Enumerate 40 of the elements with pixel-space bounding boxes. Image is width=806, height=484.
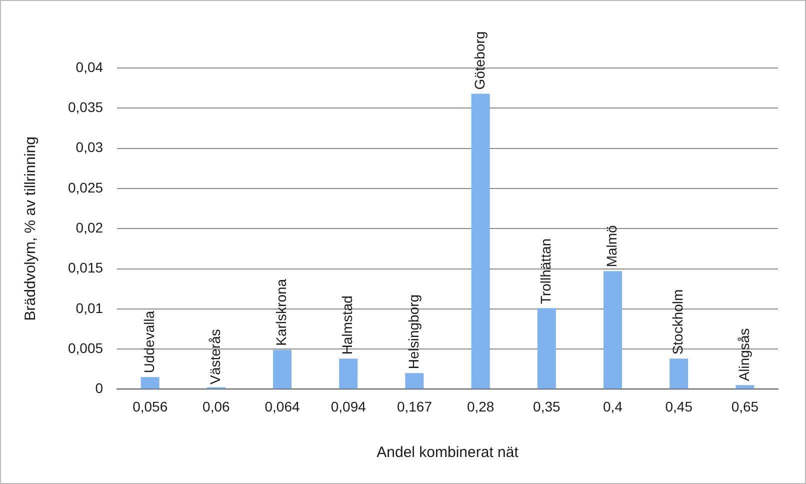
x-tick-label: 0,28 — [466, 398, 494, 414]
y-tick-label: 0,025 — [68, 179, 104, 196]
annotation: Karlskrona — [273, 278, 290, 346]
annotation: Uddevalla — [140, 310, 157, 374]
annotation: Helsingborg — [405, 294, 422, 370]
x-tick-label: 0,06 — [202, 398, 230, 414]
annotation: Malmö — [604, 224, 620, 268]
x-axis-title: Andel kombinerat nät — [376, 444, 520, 462]
y-tick-label: 0 — [95, 380, 104, 396]
annotation: Alingsås — [736, 328, 752, 382]
annotation: Trollhättan — [538, 238, 554, 304]
annotation: Göteborg — [471, 31, 488, 90]
x-tick-label: 0,65 — [731, 398, 759, 414]
bar — [471, 94, 490, 389]
bar — [537, 308, 556, 389]
bar — [736, 385, 754, 389]
bar — [273, 350, 292, 389]
x-tick-label: 0,4 — [603, 398, 623, 414]
x-tick-label: 0,45 — [665, 398, 693, 414]
y-tick-label: 0,005 — [68, 340, 104, 356]
x-tick-label: 0,167 — [396, 398, 432, 414]
bar — [339, 358, 358, 389]
bar — [140, 377, 160, 389]
bar — [670, 358, 688, 389]
y-tick-label: 0,04 — [76, 58, 104, 75]
y-tick-label: 0,01 — [76, 300, 104, 316]
y-axis-title: Bräddvolym, % av tillrinning — [22, 136, 40, 321]
y-tick-label: 0,03 — [76, 139, 104, 156]
bar — [604, 271, 622, 389]
annotation: Halmstad — [339, 296, 356, 355]
annotation: Stockholm — [670, 289, 686, 355]
x-tick-label: 0,056 — [132, 398, 168, 414]
x-tick-label: 0,064 — [264, 398, 300, 414]
x-tick-label: 0,094 — [330, 398, 366, 414]
y-tick-label: 0,015 — [68, 260, 104, 276]
annotation: Västerås — [207, 329, 224, 384]
x-tick-label: 0,35 — [533, 398, 560, 414]
bar — [405, 373, 424, 389]
y-tick-label: 0,02 — [76, 219, 104, 236]
y-tick-label: 0,035 — [68, 99, 104, 116]
